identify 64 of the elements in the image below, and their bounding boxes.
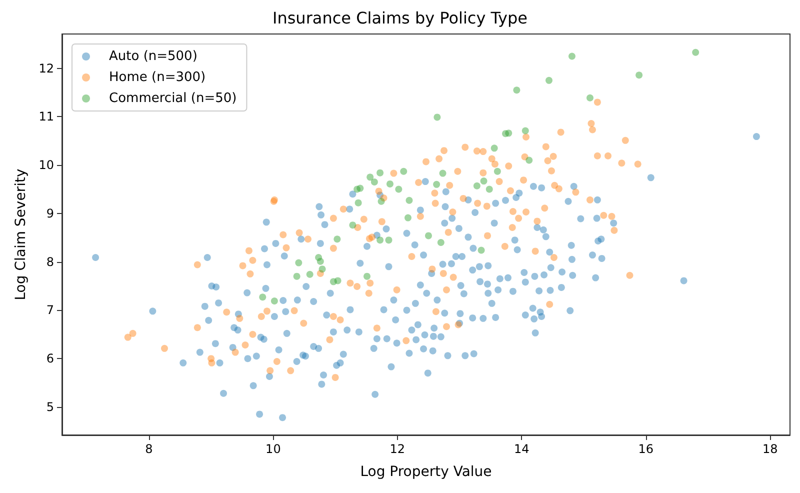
x-tick-label: 12 xyxy=(390,442,406,456)
point xyxy=(395,186,402,193)
point xyxy=(293,272,300,280)
point xyxy=(404,214,412,222)
point xyxy=(490,144,498,152)
point xyxy=(486,186,493,193)
point xyxy=(259,294,266,301)
point xyxy=(354,199,362,206)
y-axis-title: Log Claim Severity xyxy=(12,168,29,300)
y-tick-label: 8 xyxy=(46,254,54,269)
point xyxy=(334,236,341,243)
x-tick-label: 14 xyxy=(514,442,530,456)
point xyxy=(318,266,326,273)
legend-label: Commercial (n=50) xyxy=(109,91,237,106)
legend-label: Auto (n=500) xyxy=(109,49,198,64)
x-tick-label: 18 xyxy=(762,442,778,456)
y-tick-label: 5 xyxy=(46,400,54,414)
point xyxy=(363,272,370,280)
y-tick-label: 11 xyxy=(38,110,54,124)
point xyxy=(270,298,278,305)
point xyxy=(316,258,324,265)
point xyxy=(306,270,314,278)
y-tick-label: 9 xyxy=(46,206,54,220)
point xyxy=(424,232,432,240)
point xyxy=(376,236,384,244)
point xyxy=(545,76,552,84)
point xyxy=(349,222,356,229)
x-tick-label: 10 xyxy=(266,442,281,456)
point xyxy=(473,182,480,190)
point xyxy=(376,169,384,176)
point xyxy=(439,170,446,177)
y-tick-label: 6 xyxy=(46,352,54,366)
point xyxy=(505,130,512,137)
point xyxy=(692,48,700,56)
point xyxy=(636,72,643,79)
point xyxy=(386,180,394,188)
point xyxy=(433,180,440,188)
point xyxy=(334,277,342,284)
point xyxy=(378,198,385,205)
point xyxy=(513,86,520,94)
point xyxy=(526,156,533,164)
point xyxy=(494,168,501,175)
point xyxy=(586,94,594,102)
x-tick-label: 16 xyxy=(638,442,654,456)
chart-title: Insurance Claims by Policy Type xyxy=(272,8,528,28)
y-tick-label: 7 xyxy=(46,303,54,318)
point xyxy=(478,246,485,254)
point xyxy=(522,127,529,134)
x-tick-label: 8 xyxy=(145,442,153,456)
point xyxy=(385,236,392,244)
y-tick-label: 10 xyxy=(38,158,54,172)
point xyxy=(366,174,374,181)
legend-label: Home (n=300) xyxy=(109,70,206,85)
point xyxy=(480,178,488,185)
y-tick-label: 12 xyxy=(38,61,54,76)
point xyxy=(568,52,576,60)
point xyxy=(437,238,444,246)
point xyxy=(406,196,413,204)
point xyxy=(295,259,302,266)
point xyxy=(356,184,364,192)
point xyxy=(370,178,378,186)
point xyxy=(434,114,441,121)
x-axis-title: Log Property Value xyxy=(360,464,492,480)
point xyxy=(400,168,408,175)
